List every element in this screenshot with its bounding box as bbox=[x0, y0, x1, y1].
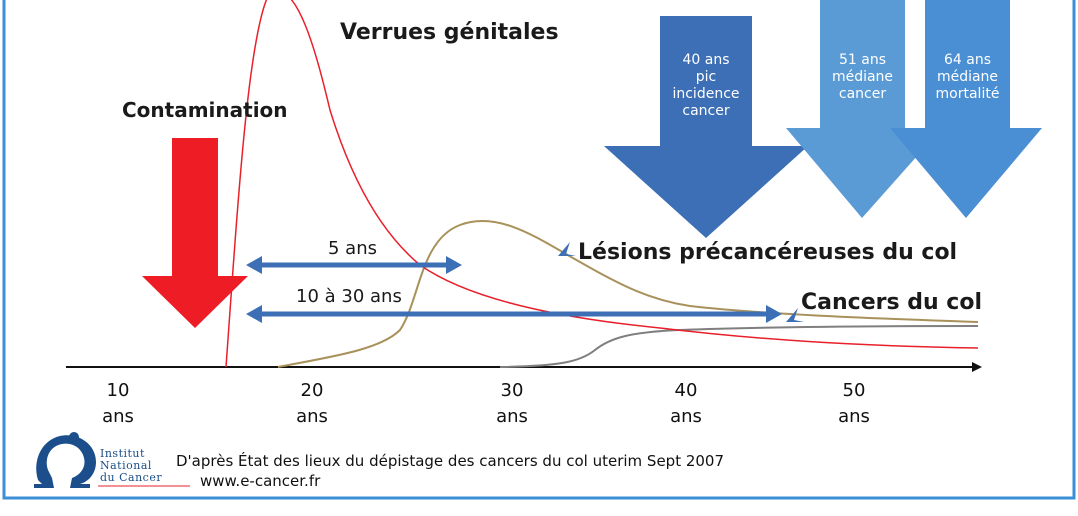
logo-wordmark: Institut National du Cancer bbox=[100, 448, 162, 484]
tick-20-unit: ans bbox=[296, 406, 328, 427]
tick-20: 20 ans bbox=[282, 378, 342, 430]
arrow-64-text: 64 ans médiane mortalité bbox=[925, 52, 1010, 103]
arrow-40-line3: incidence bbox=[672, 86, 740, 102]
tick-20-value: 20 bbox=[300, 380, 324, 401]
tick-30-unit: ans bbox=[496, 406, 528, 427]
tick-30: 30 ans bbox=[482, 378, 542, 430]
verrues-label: Verrues génitales bbox=[340, 20, 559, 45]
tick-40: 40 ans bbox=[656, 378, 716, 430]
tick-10: 10 ans bbox=[88, 378, 148, 430]
arrow-40-line4: cancer bbox=[682, 103, 730, 119]
tick-40-value: 40 bbox=[674, 380, 698, 401]
arrow-40-text: 40 ans pic incidence cancer bbox=[660, 52, 752, 120]
span-short-label: 5 ans bbox=[328, 238, 377, 259]
span-long-left-head bbox=[246, 305, 262, 323]
contamination-label: Contamination bbox=[122, 98, 288, 122]
arrow-51-text: 51 ans médiane cancer bbox=[820, 52, 905, 103]
arrow-64-line2: médiane bbox=[936, 69, 999, 85]
span-long-right-head bbox=[766, 305, 782, 323]
lesions-label: Lésions précancéreuses du col bbox=[578, 240, 958, 265]
span-short-left-head bbox=[246, 256, 262, 274]
logo-line1: Institut bbox=[100, 447, 145, 460]
tick-40-unit: ans bbox=[670, 406, 702, 427]
arrow-40-ans bbox=[604, 16, 808, 238]
verrues-curve bbox=[225, 0, 979, 368]
tick-50-value: 50 bbox=[842, 380, 866, 401]
tick-10-unit: ans bbox=[102, 406, 134, 427]
span-long-label: 10 à 30 ans bbox=[296, 286, 402, 307]
arrow-64-line1: 64 ans bbox=[943, 52, 991, 68]
cancers-label: Cancers du col bbox=[801, 290, 982, 315]
arrow-64-ans bbox=[890, 0, 1042, 218]
arrow-40-line1: 40 ans bbox=[682, 52, 730, 68]
tick-10-value: 10 bbox=[106, 380, 130, 401]
frame-border bbox=[2, 0, 1076, 500]
arrow-51-line3: cancer bbox=[838, 86, 887, 102]
arrow-51-line2: médiane bbox=[831, 69, 894, 85]
x-axis-arrowhead bbox=[972, 362, 982, 372]
tick-50-unit: ans bbox=[838, 406, 870, 427]
tick-50: 50 ans bbox=[824, 378, 884, 430]
contamination-arrow bbox=[142, 138, 248, 328]
tick-30-value: 30 bbox=[500, 380, 524, 401]
cancers-curve bbox=[499, 325, 979, 368]
cancers-pointer bbox=[786, 308, 804, 322]
institut-logo-icon bbox=[34, 432, 96, 488]
source-url: www.e-cancer.fr bbox=[200, 472, 321, 490]
arrow-51-line1: 51 ans bbox=[838, 52, 886, 68]
arrow-51-ans bbox=[786, 0, 942, 218]
logo-line3: du Cancer bbox=[100, 471, 163, 484]
span-short-right-head bbox=[446, 256, 462, 274]
arrow-40-line2: pic bbox=[695, 69, 717, 85]
source-citation: D'après État des lieux du dépistage des … bbox=[176, 452, 725, 470]
lesions-pointer bbox=[558, 242, 576, 256]
logo-line2: National bbox=[100, 459, 152, 472]
arrow-64-line3: mortalité bbox=[935, 86, 1000, 102]
